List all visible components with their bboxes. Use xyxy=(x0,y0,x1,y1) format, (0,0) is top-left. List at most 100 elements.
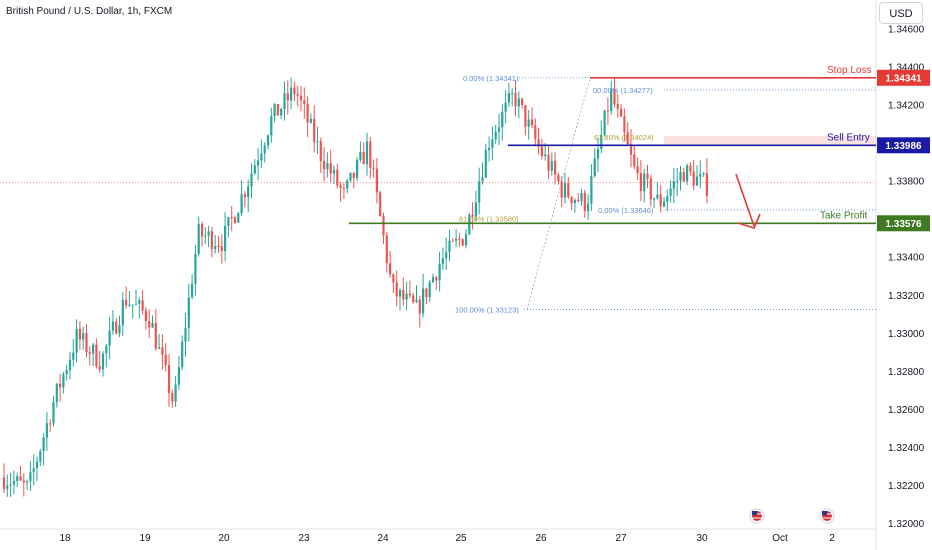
time-tick-label: 18 xyxy=(59,533,71,544)
candle-body xyxy=(616,104,619,109)
candle-body xyxy=(101,353,105,370)
candle-body xyxy=(12,481,15,485)
time-tick-label: 19 xyxy=(139,533,151,544)
us-event-icon-canton xyxy=(822,511,827,515)
candle-body xyxy=(534,125,537,140)
candle-body xyxy=(177,367,180,385)
candle-body xyxy=(257,160,260,166)
currency-button[interactable]: USD xyxy=(879,2,923,24)
candle-body xyxy=(158,347,161,349)
candle-body xyxy=(689,165,692,172)
candle-body xyxy=(653,198,656,200)
candle-body xyxy=(191,283,194,298)
candle-body xyxy=(514,93,517,107)
candle-body xyxy=(293,87,296,94)
candle-body xyxy=(78,328,81,340)
projection-arrow-head xyxy=(737,213,761,229)
candle-body xyxy=(398,289,402,297)
candle-body xyxy=(316,141,319,143)
candle-body xyxy=(197,223,200,254)
candle-body xyxy=(593,158,596,176)
candle-body xyxy=(65,370,68,375)
time-tick-label: 30 xyxy=(696,533,708,544)
candle-body xyxy=(82,333,85,340)
candle-body xyxy=(108,330,111,346)
fib-label: 61.80% (1.33580) xyxy=(459,215,519,224)
price-tag xyxy=(877,69,930,86)
candle-body xyxy=(204,235,207,237)
candle-body xyxy=(451,240,454,242)
candle-body xyxy=(336,169,339,186)
candle-body xyxy=(392,274,395,283)
candle-body xyxy=(121,299,124,326)
candle-body xyxy=(39,451,42,462)
candle-body xyxy=(646,173,649,179)
price-tick-label: 1.32400 xyxy=(888,443,925,454)
candle-body xyxy=(243,194,246,198)
candle-body xyxy=(134,303,138,305)
candle-body xyxy=(428,282,431,298)
candle-body xyxy=(32,468,35,472)
candle-body xyxy=(583,192,586,212)
candle-body xyxy=(237,213,240,223)
candle-body xyxy=(207,231,210,236)
candle-body xyxy=(620,108,623,117)
candle-body xyxy=(478,181,481,203)
candle-body xyxy=(167,365,171,394)
candle-body xyxy=(669,188,672,197)
candle-body xyxy=(240,194,243,214)
candle-body xyxy=(662,201,666,207)
candle-body xyxy=(405,293,408,300)
candle-body xyxy=(408,293,411,296)
candle-body xyxy=(220,246,223,252)
candle-body xyxy=(286,93,289,101)
candle-body xyxy=(431,277,435,283)
candle-body xyxy=(554,161,557,175)
candle-body xyxy=(187,297,190,328)
candle-body xyxy=(125,299,128,306)
candle-body xyxy=(369,141,372,168)
candle-body xyxy=(45,423,48,438)
projection-arrow xyxy=(735,173,755,227)
candle-body xyxy=(154,322,157,349)
candle-body xyxy=(68,359,72,371)
price-tick-label: 1.33000 xyxy=(888,329,925,340)
candle-body xyxy=(471,214,474,217)
candle-body xyxy=(42,437,45,452)
candle-body xyxy=(524,105,527,127)
candle-body xyxy=(16,476,19,482)
candle-body xyxy=(415,299,418,303)
candle-body xyxy=(233,217,237,223)
candle-body xyxy=(484,150,487,178)
candle-body xyxy=(560,181,563,198)
candle-body xyxy=(547,154,550,171)
fib-label: 61.80% (1.34024) xyxy=(594,133,654,142)
candle-body xyxy=(497,127,501,132)
time-tick-label: 27 xyxy=(615,533,627,544)
candle-body xyxy=(686,165,689,182)
candle-body xyxy=(9,484,12,486)
candle-body xyxy=(606,110,609,112)
candle-body xyxy=(521,98,524,106)
candle-body xyxy=(359,151,362,160)
candle-body xyxy=(557,174,560,182)
candle-body xyxy=(580,192,583,202)
candle-body xyxy=(365,141,369,165)
candle-body xyxy=(448,240,451,253)
candle-body xyxy=(184,327,187,342)
candle-body xyxy=(280,109,283,116)
candle-body xyxy=(695,176,699,186)
candle-body xyxy=(332,169,336,174)
time-tick-label: Oct xyxy=(772,533,788,544)
candle-body xyxy=(573,199,576,204)
candle-body xyxy=(148,320,151,328)
candle-body xyxy=(590,175,593,204)
candle-body xyxy=(352,172,355,178)
candle-body xyxy=(530,119,534,126)
time-tick-label: 2 xyxy=(829,533,835,544)
candle-body xyxy=(144,310,147,321)
candle-body xyxy=(200,223,204,237)
candle-body xyxy=(263,145,266,154)
